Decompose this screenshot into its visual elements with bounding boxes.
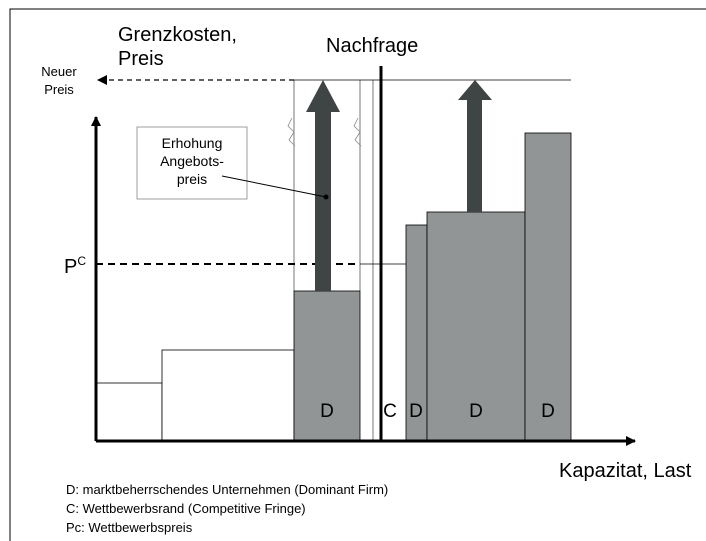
- pc-base: P: [64, 256, 77, 278]
- callout-box: [136, 126, 248, 200]
- block: [426, 211, 526, 442]
- callout-dot: [323, 194, 329, 200]
- legend-item: D: marktbeherrschendes Unternehmen (Domi…: [66, 482, 388, 497]
- break-mark: [287, 117, 296, 147]
- legend-item: C: Wettbewerbsrand (Competitive Fringe): [66, 501, 306, 516]
- callout-text: Erhohung: [162, 135, 223, 151]
- y-axis-label: Grenzkosten,: [118, 24, 237, 46]
- pc-label: PC: [64, 254, 86, 278]
- callout-text: preis: [177, 171, 207, 187]
- block-label: D: [409, 401, 423, 422]
- price-arrow: [306, 80, 340, 291]
- x-axis-label: Kapazitat, Last: [559, 460, 692, 482]
- legend-item: Pc: Wettbewerbspreis: [66, 520, 193, 535]
- y-axis-label: Preis: [118, 48, 164, 70]
- demand-label: Nachfrage: [326, 35, 418, 57]
- break-mark: [353, 117, 362, 147]
- callout-line: [221, 175, 327, 198]
- block: [95, 382, 163, 442]
- block: [524, 132, 572, 442]
- block-label: D: [320, 401, 334, 422]
- block: [161, 349, 295, 442]
- new-price-label: Neuer: [41, 64, 77, 79]
- block-label: D: [541, 401, 555, 422]
- price-arrow: [458, 80, 492, 212]
- block-label: C: [383, 401, 397, 422]
- pc-sup: C: [77, 254, 86, 268]
- block-label: D: [469, 401, 483, 422]
- callout-text: Angebots-: [160, 153, 224, 169]
- frame: [9, 8, 706, 541]
- new-price-label: Preis: [44, 82, 74, 97]
